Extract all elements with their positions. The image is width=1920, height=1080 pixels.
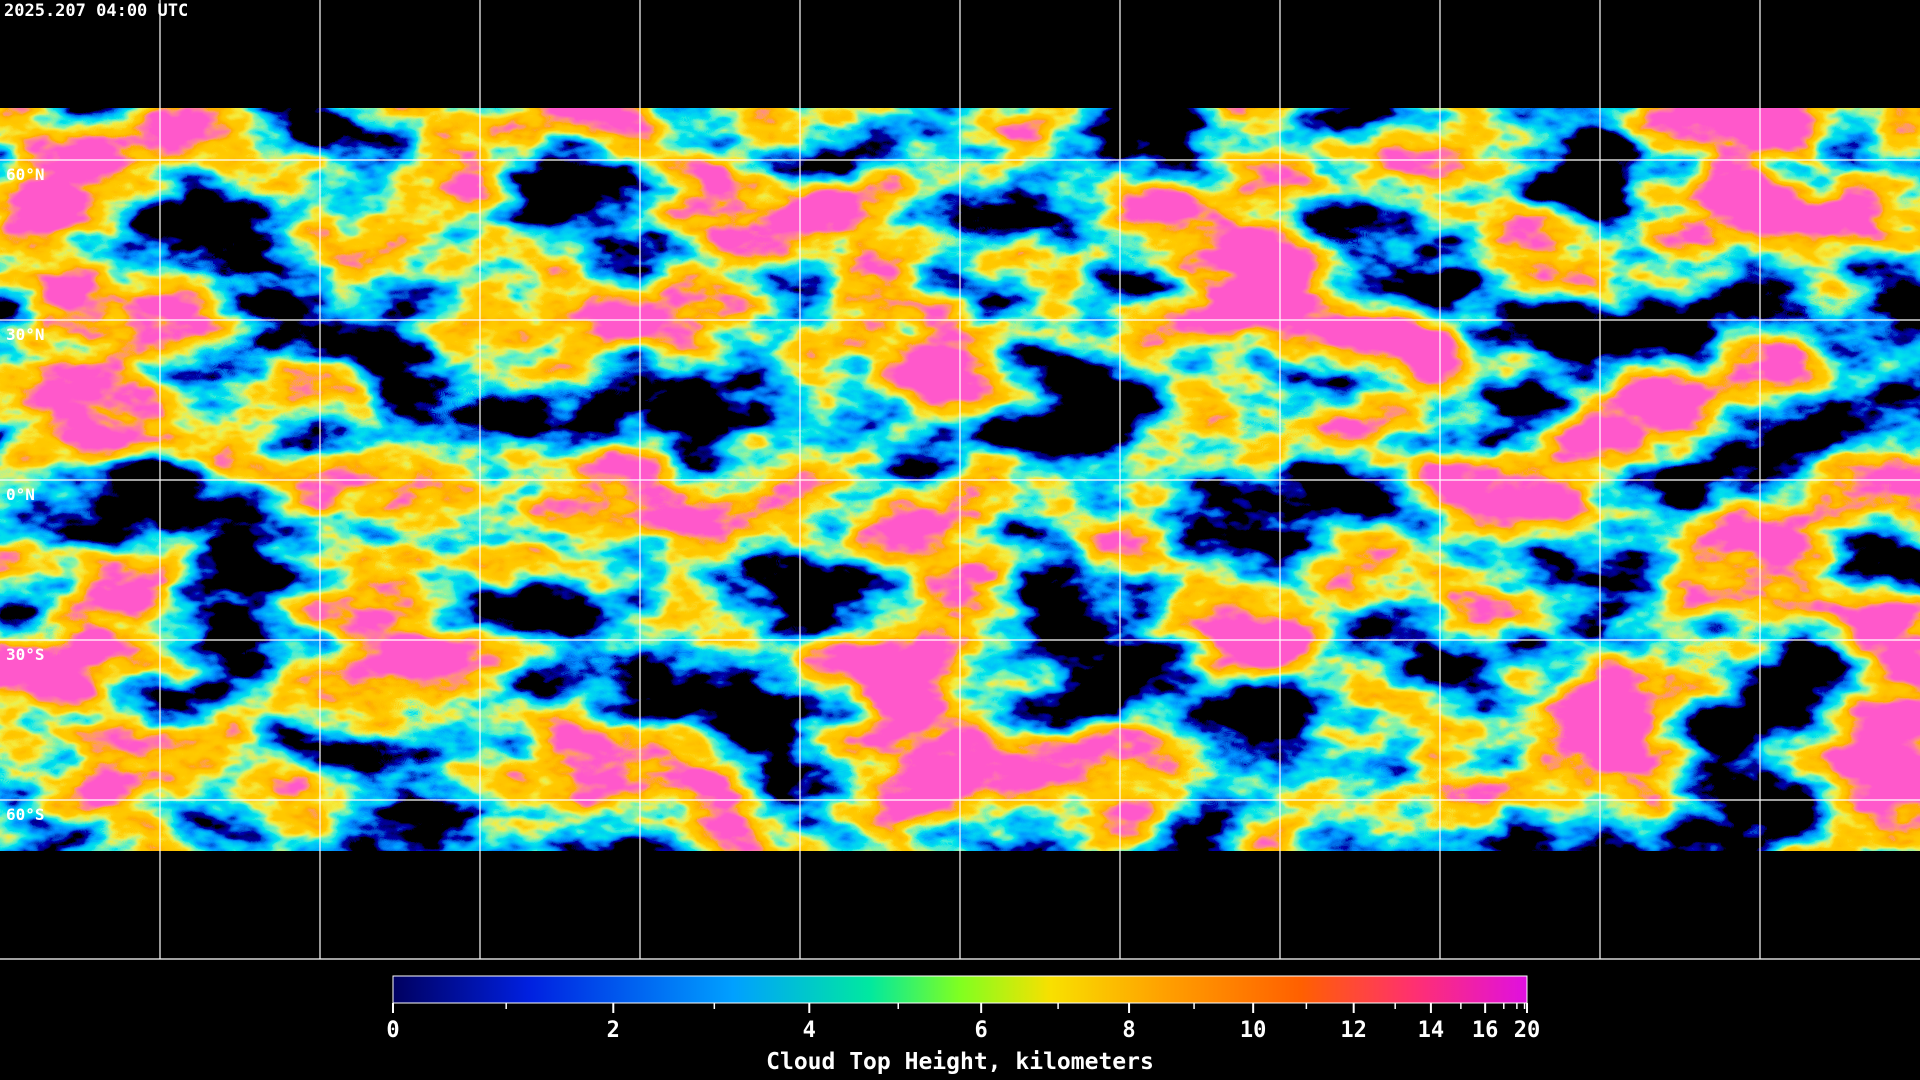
colorbar-title: Cloud Top Height, kilometers (766, 1049, 1154, 1075)
latitude-label: 30°S (6, 645, 45, 664)
latitude-label: 0°N (6, 485, 35, 504)
colorbar-tick-label: 8 (1122, 1018, 1135, 1043)
colorbar-tick-label: 20 (1514, 1018, 1541, 1043)
graticule: 60°N 30°N 0°N 30°S 60°S (0, 0, 1920, 960)
colorbar-tick-label: 6 (975, 1018, 988, 1043)
colorbar-tick-label: 0 (386, 1018, 399, 1043)
colorbar (392, 975, 1528, 1004)
colorbar-tick-label: 14 (1418, 1018, 1445, 1043)
latitude-label: 60°S (6, 805, 45, 824)
latitude-label: 30°N (6, 325, 45, 344)
timestamp: 2025.207 04:00 UTC (4, 1, 188, 21)
colorbar-tick-label: 12 (1340, 1018, 1367, 1043)
colorbar-tick-label: 10 (1240, 1018, 1267, 1043)
latitude-label: 60°N (6, 165, 45, 184)
colorbar-tick-label: 2 (607, 1018, 620, 1043)
colorbar-tick-label: 16 (1472, 1018, 1499, 1043)
colorbar-tick-label: 4 (803, 1018, 816, 1043)
